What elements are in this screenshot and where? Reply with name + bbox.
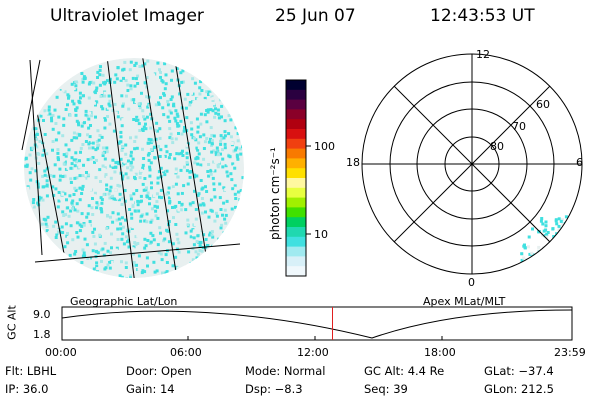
apex-panel-label: Apex MLat/MLT [423, 295, 506, 308]
colorbar-cell [286, 227, 306, 238]
mlat-label-60: 60 [536, 98, 550, 111]
lon-line-outer-2 [29, 59, 43, 256]
mlt-label-0: 0 [468, 276, 475, 289]
colorbar-cell [286, 158, 306, 169]
colorbar-cell [286, 187, 306, 199]
info-gc-alt: GC Alt: 4.4 Re [364, 364, 445, 378]
timeline-xtick-0600: 06:00 [170, 346, 202, 359]
mlat-label-70: 70 [512, 120, 526, 133]
info-seq: Seq: 39 [364, 382, 408, 396]
colorbar-cell [286, 148, 306, 159]
colorbar-cell [286, 178, 306, 189]
colorbar-cell [286, 109, 306, 120]
time-label: 12:43:53 UT [430, 6, 535, 26]
colorbar-cell [286, 129, 306, 140]
timeline-ytick-9: 9.0 [33, 308, 51, 321]
app-title: Ultraviolet Imager [50, 6, 204, 26]
info-ip: IP: 36.0 [5, 382, 49, 396]
timeline-ytick-1-8: 1.8 [33, 328, 51, 341]
lat-line [34, 243, 241, 263]
colorbar-cell [286, 99, 306, 110]
colorbar-tick-10: 10 [314, 228, 328, 241]
lon-line-outer [21, 59, 41, 151]
date-label: 25 Jun 07 [275, 6, 356, 26]
mlt-label-6: 6 [576, 156, 583, 169]
mlat-label-80: 80 [490, 140, 504, 153]
colorbar-cell [286, 246, 306, 257]
colorbar-cell [286, 119, 306, 130]
colorbar-cell [286, 256, 306, 267]
mlt-label-18: 18 [346, 156, 360, 169]
colorbar-cell [286, 217, 306, 228]
colorbar-cell [286, 138, 306, 150]
info-door: Door: Open [126, 364, 192, 378]
timeline-xtick-1800: 18:00 [424, 346, 456, 359]
timeline-xtick-1200: 12:00 [297, 346, 329, 359]
colorbar-cell [286, 80, 306, 91]
colorbar-cell [286, 197, 306, 208]
info-glon: GLon: 212.5 [484, 382, 554, 396]
info-mode: Mode: Normal [245, 364, 326, 378]
colorbar-cell [286, 266, 306, 277]
colorbar-cell [286, 168, 306, 179]
disk-grid [29, 58, 211, 278]
info-glat: GLat: −37.4 [484, 364, 554, 378]
colorbar-cell [286, 89, 306, 101]
altitude-curve [61, 309, 573, 339]
mlt-label-12: 12 [476, 48, 490, 61]
timeline-xtick-2359: 23:59 [554, 346, 586, 359]
timeline-xtick-0000: 00:00 [45, 346, 77, 359]
uv-disk [24, 58, 244, 278]
info-dsp: Dsp: −8.3 [245, 382, 303, 396]
info-gain: Gain: 14 [126, 382, 175, 396]
timeline-axis-label: GC Alt [5, 305, 19, 340]
info-filter: Flt: LBHL [5, 364, 57, 378]
colorbar-cell [286, 207, 306, 218]
geo-panel-label: Geographic Lat/Lon [70, 295, 178, 308]
colorbar-cell [286, 236, 306, 248]
colorbar-tick-100: 100 [314, 140, 335, 153]
